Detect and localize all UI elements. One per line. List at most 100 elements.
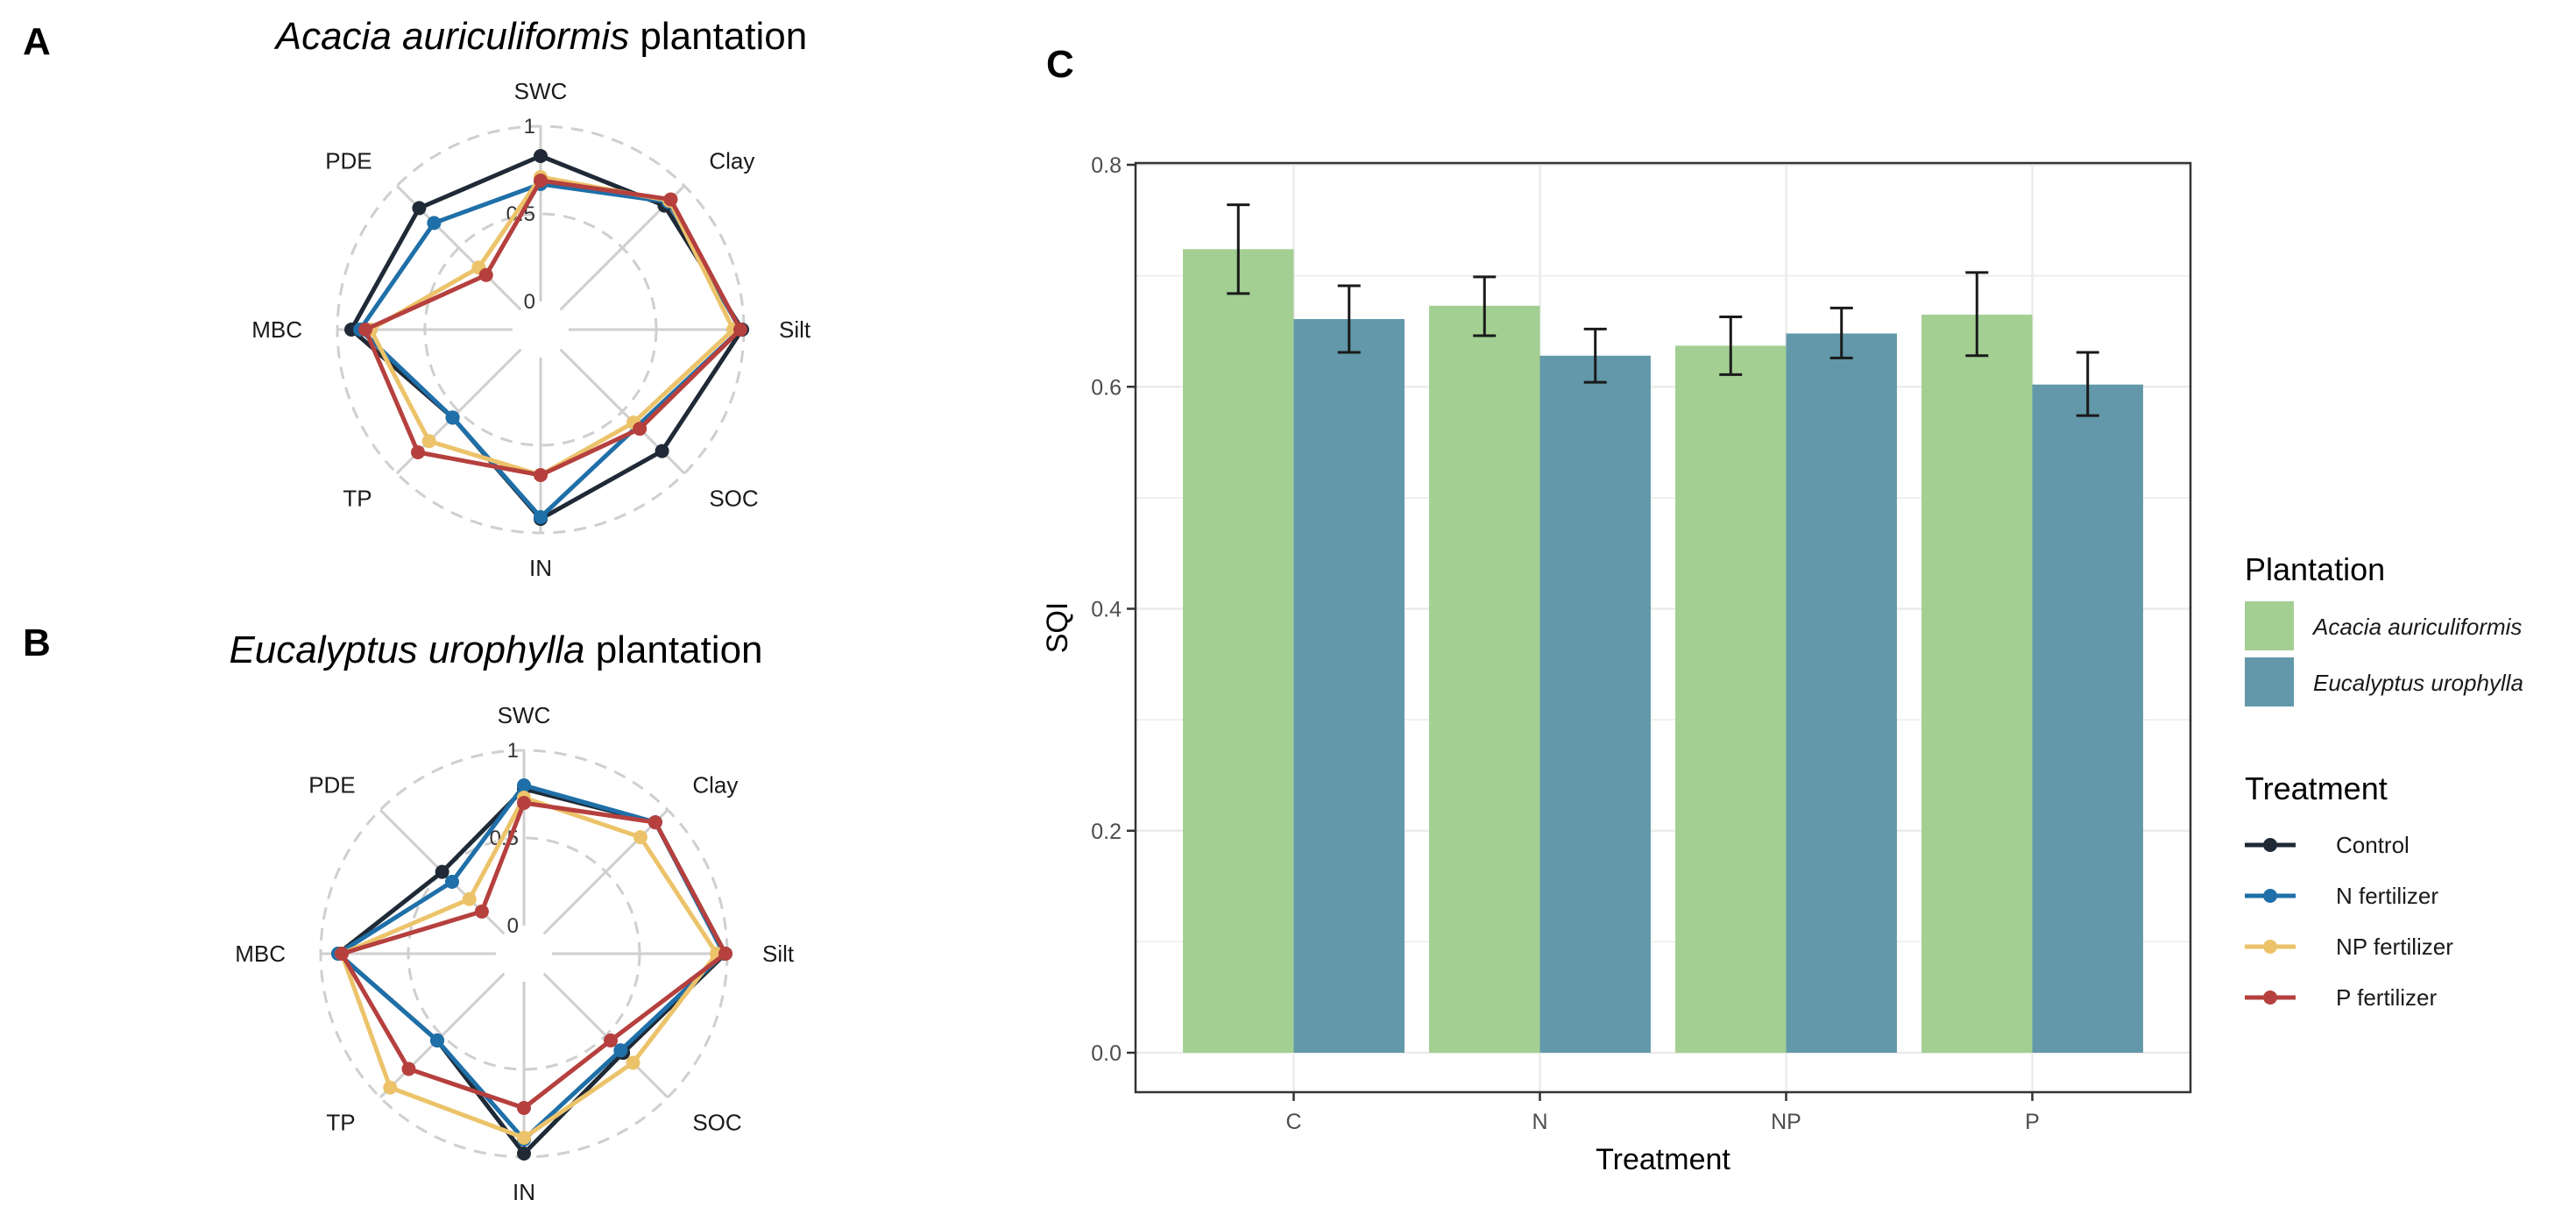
- radar-ring-label: 1: [524, 115, 535, 138]
- x-tick-label: NP: [1771, 1110, 1801, 1134]
- legend-treatment-items: Control N fertilizer NP fertilizer P fertil…: [2245, 832, 2453, 1011]
- radar-axis-label-clay: Clay: [692, 772, 738, 799]
- legend-swatch-acacia: [2245, 601, 2294, 650]
- legend-label-np_fertilizer: NP fertilizer: [2336, 934, 2453, 960]
- legend-label-acacia: Acacia auriculiformis: [2311, 614, 2522, 640]
- legend-point-n_fertilizer: [2263, 889, 2277, 903]
- error-bar-acacia-c: [1227, 203, 1250, 295]
- error-bar-acacia-np: [1719, 315, 1743, 376]
- radar-point: [626, 1055, 640, 1070]
- radar-spoke: [542, 808, 669, 935]
- radar-axis-label-silt: Silt: [779, 316, 811, 343]
- radar-axis-label-silt: Silt: [762, 941, 795, 967]
- radar-point: [444, 874, 459, 889]
- radar-point: [613, 1043, 628, 1058]
- radar-series-line: [349, 153, 745, 522]
- legend-plantation-items: Acacia auriculiformis Eucalyptus urophyll…: [2245, 601, 2523, 706]
- radar-point: [718, 947, 732, 961]
- radar-axis-label-in: IN: [529, 555, 552, 581]
- y-tick-label: 0.4: [1091, 598, 1122, 622]
- radar-series-line: [339, 800, 728, 1111]
- legend-label-control: Control: [2336, 832, 2410, 858]
- panel-letter-b: B: [23, 621, 51, 664]
- error-bar-eucalyptus-c: [1337, 284, 1361, 354]
- radar-series-np-fertilizer: [364, 170, 740, 482]
- radar-spoke: [379, 972, 506, 1099]
- legend-label-p_fertilizer: P fertilizer: [2336, 984, 2437, 1011]
- radar-point: [603, 1033, 618, 1047]
- radar-b-title-suffix: plantation: [584, 628, 762, 671]
- error-bar-eucalyptus-n: [1583, 327, 1607, 384]
- radar-point: [517, 1131, 531, 1145]
- legend: Plantation Acacia auriculiformis Eucalypt…: [2245, 551, 2523, 1011]
- bar-eucalyptus-np: [1786, 333, 1897, 1054]
- radar-axis-label-mbc: MBC: [251, 316, 302, 343]
- legend-swatch-eucalyptus: [2245, 657, 2294, 706]
- bar-acacia-n: [1429, 305, 1540, 1054]
- radar-b-title: Eucalyptus urophylla plantation: [229, 628, 762, 671]
- legend-point-p_fertilizer: [2263, 990, 2277, 1005]
- radar-b-title-species: Eucalyptus urophylla: [229, 628, 584, 671]
- y-tick-label: 0.2: [1091, 820, 1122, 844]
- bar-chart-c: 0.0 0.2 0.4 0.6 0.8 C N NP P Treatment SQI: [1041, 153, 2192, 1176]
- bar-acacia-c: [1183, 249, 1294, 1053]
- bar-eucalyptus-p: [2032, 384, 2143, 1053]
- radar-point: [517, 1147, 531, 1161]
- radar-point: [462, 891, 477, 906]
- radar-point: [633, 830, 648, 845]
- radar-ring-label: 0: [507, 914, 519, 938]
- radar-point: [663, 192, 678, 207]
- radar-axis-label-swc: SWC: [514, 78, 568, 104]
- legend-point-control: [2263, 838, 2277, 852]
- error-bar-acacia-p: [1965, 271, 1989, 358]
- radar-ring-label: 1: [507, 739, 519, 763]
- radar-axis-label-pde: PDE: [325, 148, 372, 174]
- x-tick-label: P: [2025, 1110, 2040, 1134]
- bar-marks: [1183, 249, 2143, 1054]
- radar-axis-label-swc: SWC: [498, 702, 551, 728]
- radar-series-p-fertilizer: [358, 174, 747, 482]
- error-bar-eucalyptus-p: [2076, 351, 2099, 417]
- plot-border: [1134, 161, 2192, 1094]
- radar-axis-label-soc: SOC: [709, 485, 758, 511]
- radar-point: [358, 323, 372, 337]
- x-tick-label: C: [1285, 1110, 1301, 1134]
- radar-point: [534, 468, 548, 482]
- error-bar-acacia-n: [1473, 275, 1497, 337]
- radar-series-p-fertilizer: [335, 796, 732, 1115]
- bar-acacia-p: [1921, 314, 2033, 1054]
- radar-point: [412, 201, 427, 216]
- radar-axis-label-mbc: MBC: [235, 941, 286, 967]
- radar-axis-label-in: IN: [513, 1179, 535, 1205]
- bar-eucalyptus-c: [1293, 319, 1405, 1053]
- radar-point: [335, 947, 349, 961]
- radar-point: [435, 864, 449, 879]
- radar-point: [427, 216, 442, 231]
- legend-label-eucalyptus: Eucalyptus urophylla: [2313, 670, 2523, 696]
- legend-plantation-title: Plantation: [2245, 551, 2385, 587]
- radar-point: [517, 1101, 531, 1115]
- radar-axis-label-tp: TP: [326, 1109, 355, 1135]
- radar-point: [401, 1061, 416, 1076]
- radar-point: [534, 510, 548, 524]
- radar-a-title: Acacia auriculiformis plantation: [273, 15, 808, 58]
- bar-acacia-np: [1675, 345, 1787, 1053]
- y-tick-label: 0.8: [1091, 153, 1122, 178]
- radar-point: [474, 904, 489, 919]
- radar-a-title-suffix: plantation: [629, 15, 807, 58]
- radar-axis-label-clay: Clay: [709, 148, 754, 174]
- y-tick-label: 0.6: [1091, 375, 1122, 400]
- radar-series-line: [339, 795, 719, 1140]
- x-axis-ticks: C N NP P: [1285, 1092, 2040, 1134]
- legend-label-n_fertilizer: N fertilizer: [2336, 883, 2438, 909]
- y-tick-label: 0.0: [1091, 1041, 1122, 1066]
- radar-point: [648, 815, 662, 830]
- error-bars: [1227, 203, 2099, 417]
- radar-point: [534, 149, 548, 163]
- radar-point: [383, 1080, 398, 1095]
- radar-axis-label-soc: SOC: [692, 1109, 741, 1135]
- radar-point: [534, 174, 548, 188]
